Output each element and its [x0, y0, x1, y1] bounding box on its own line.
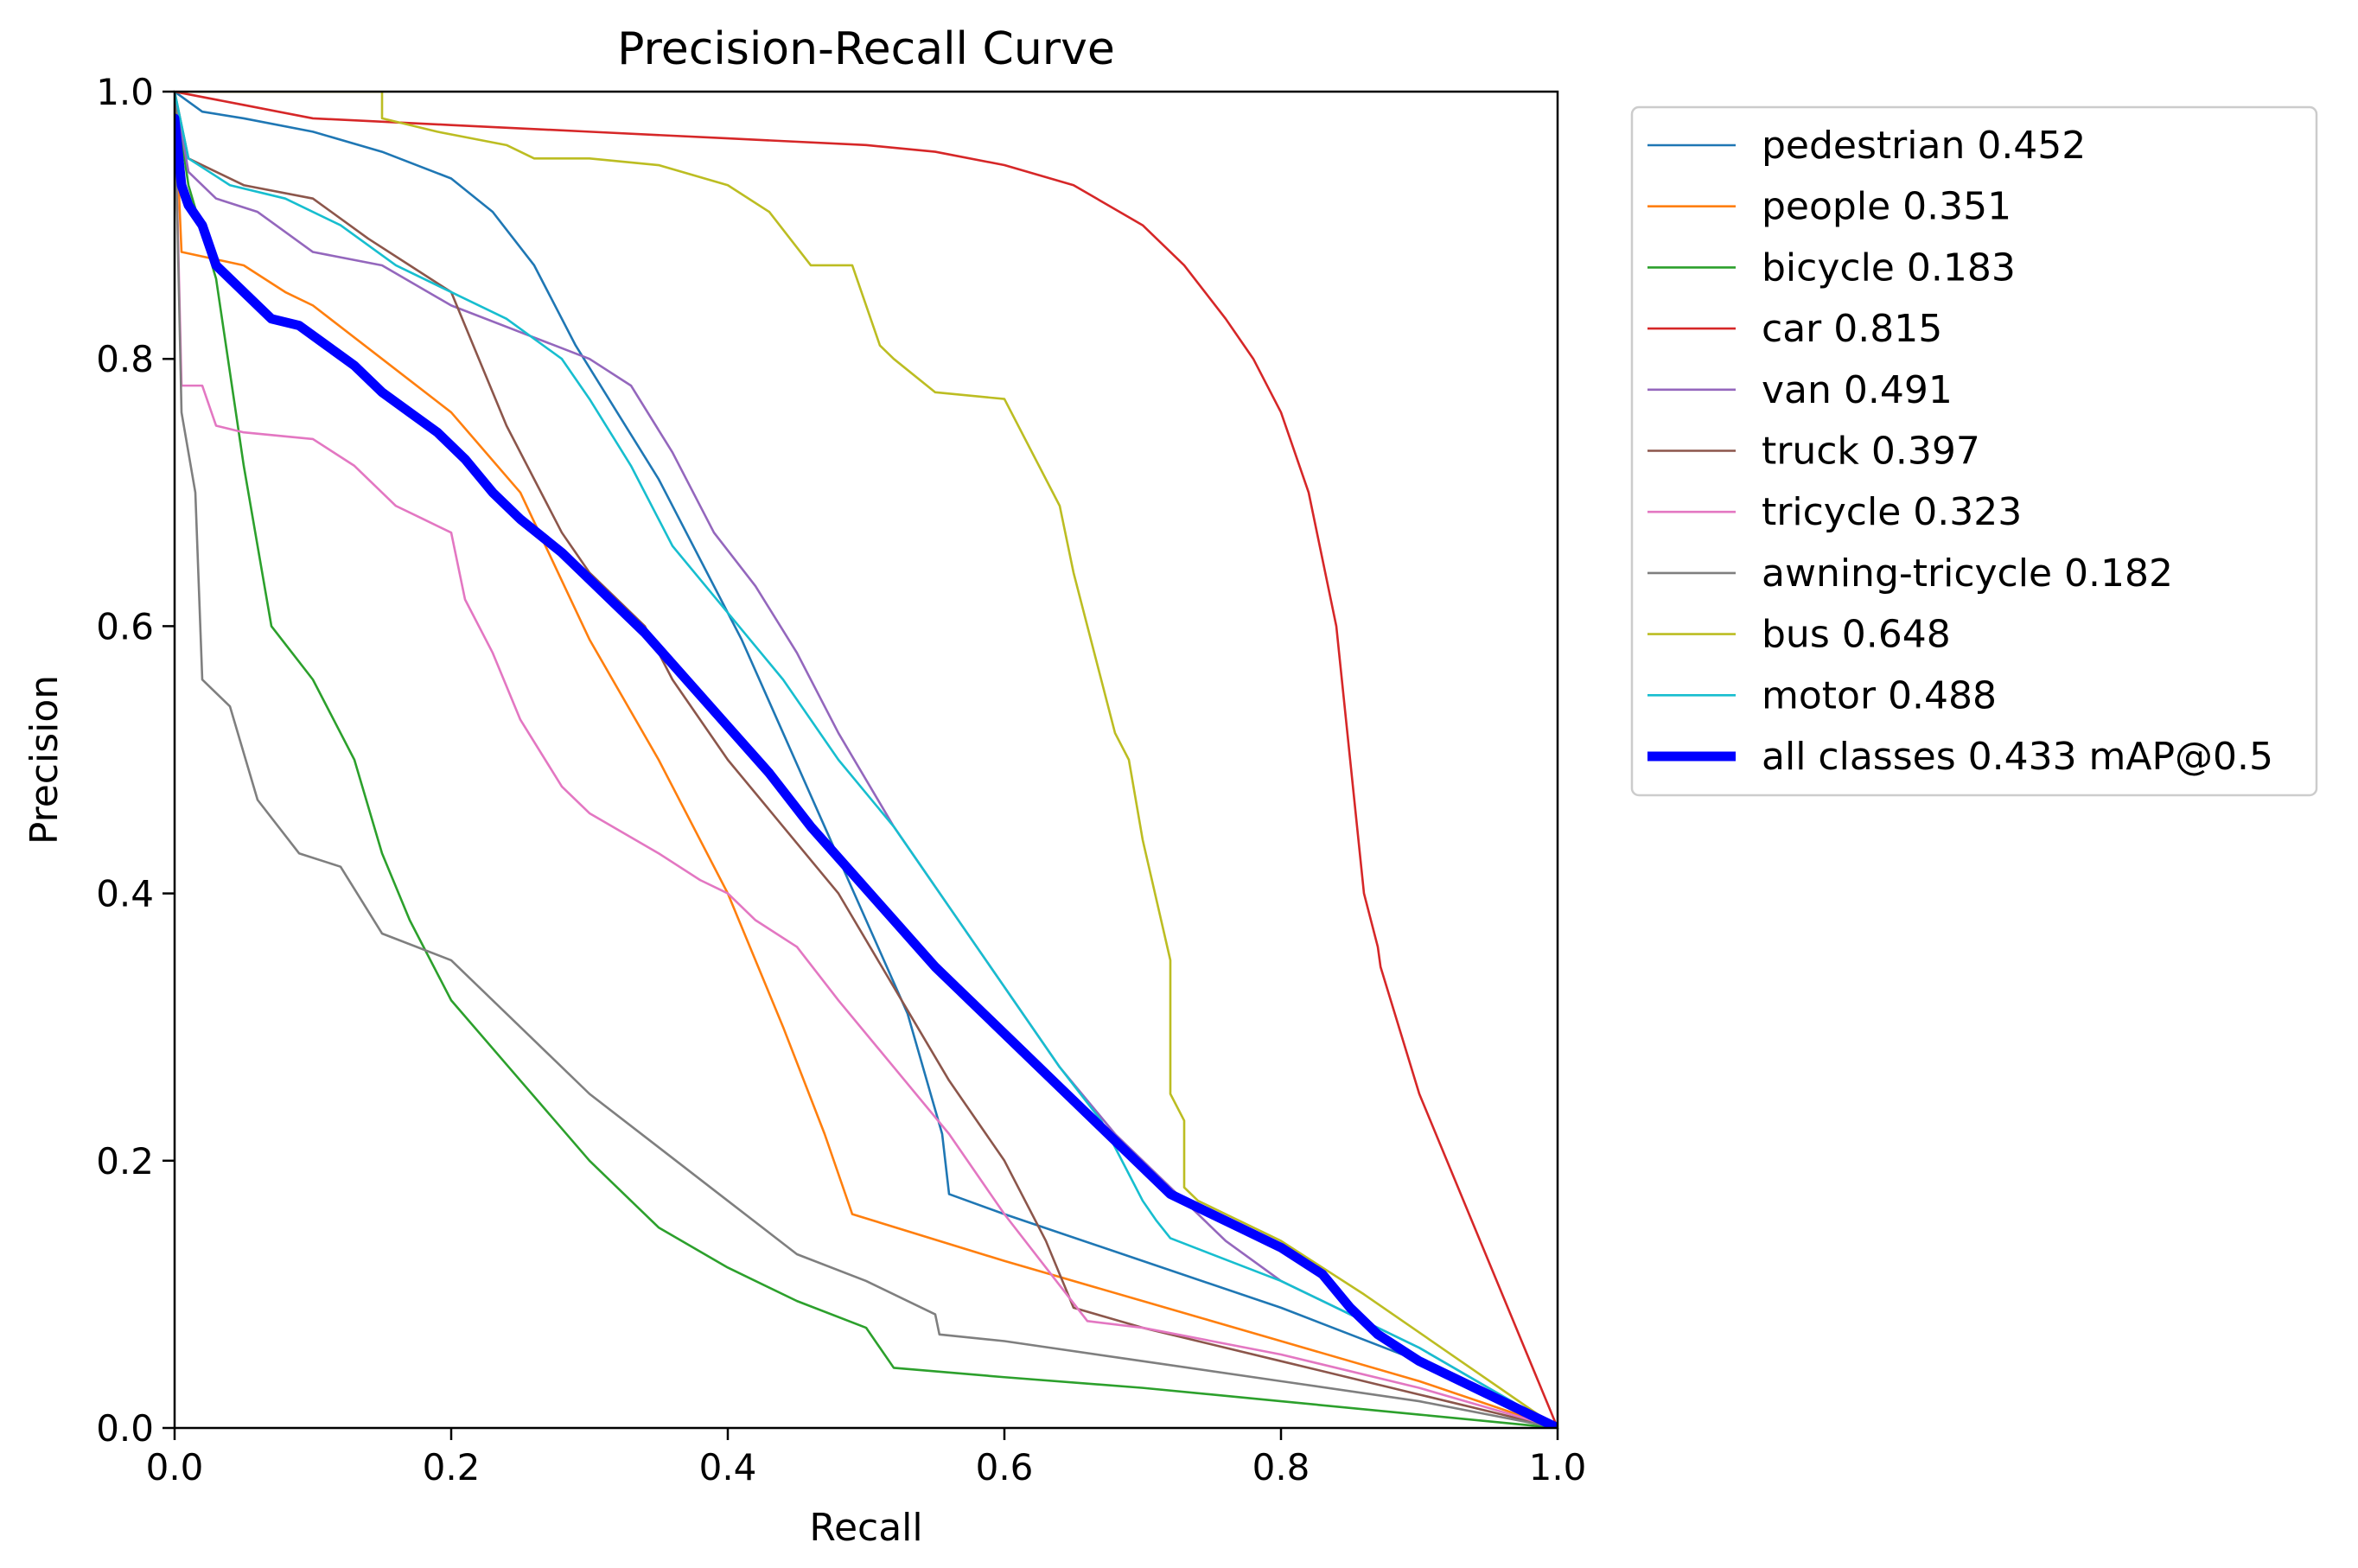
y-tick-label-5: 1.0: [96, 71, 154, 113]
legend-label-7: awning-tricycle 0.182: [1762, 551, 2173, 596]
x-tick-label-0: 0.0: [146, 1446, 204, 1488]
legend-label-1: people 0.351: [1762, 185, 2011, 229]
legend-label-8: bus 0.648: [1762, 613, 1951, 657]
legend-box: [1630, 105, 2318, 797]
legend-label-10: all classes 0.433 mAP@0.5: [1762, 735, 2273, 779]
y-tick-label-1: 0.2: [96, 1140, 154, 1182]
series-line-1: [175, 92, 1558, 1428]
y-tick-label-4: 0.8: [96, 338, 154, 380]
series-line-2: [175, 92, 1558, 1428]
legend: pedestrian 0.452 people 0.351 bicycle 0.18…: [1630, 105, 2318, 797]
legend-label-0: pedestrian 0.452: [1762, 124, 2086, 168]
chart-title: Precision-Recall Curve: [617, 23, 1115, 75]
series-line-4: [175, 92, 1558, 1428]
x-axis-ticks: 0.0 0.2 0.4 0.6 0.8 1.0: [146, 1428, 1587, 1488]
series-line-3: [175, 92, 1558, 1428]
y-axis-label: Precision: [22, 675, 67, 845]
series-line-5: [175, 92, 1558, 1428]
legend-label-4: van 0.491: [1762, 368, 1953, 412]
y-tick-label-2: 0.4: [96, 873, 154, 915]
y-axis-ticks: 0.0 0.2 0.4 0.6 0.8 1.0: [96, 71, 175, 1450]
y-tick-label-0: 0.0: [96, 1407, 154, 1450]
series-line-6: [175, 92, 1558, 1428]
series-line-0: [175, 92, 1558, 1428]
series-line-9: [175, 92, 1558, 1428]
x-tick-label-1: 0.2: [423, 1446, 481, 1488]
x-tick-label-2: 0.4: [699, 1446, 757, 1488]
x-axis-label: Recall: [809, 1506, 922, 1550]
legend-label-5: truck 0.397: [1762, 430, 1980, 474]
legend-items: pedestrian 0.452 people 0.351 bicycle 0.18…: [1647, 124, 2273, 779]
legend-label-3: car 0.815: [1762, 307, 1942, 351]
y-tick-label-3: 0.6: [96, 605, 154, 647]
plot-area: [173, 90, 1559, 1430]
legend-label-6: tricycle 0.323: [1762, 490, 2022, 534]
series-line-7: [175, 92, 1558, 1428]
legend-label-2: bicycle 0.183: [1762, 245, 2016, 290]
x-tick-label-3: 0.6: [976, 1446, 1034, 1488]
x-tick-label-5: 1.0: [1529, 1446, 1587, 1488]
series-line-8: [175, 92, 1558, 1428]
legend-label-9: motor 0.488: [1762, 673, 1997, 717]
x-tick-label-4: 0.8: [1252, 1446, 1310, 1488]
plot-frame: [173, 90, 1559, 1430]
series-lines: [175, 92, 1558, 1428]
series-line-10: [175, 113, 1558, 1428]
